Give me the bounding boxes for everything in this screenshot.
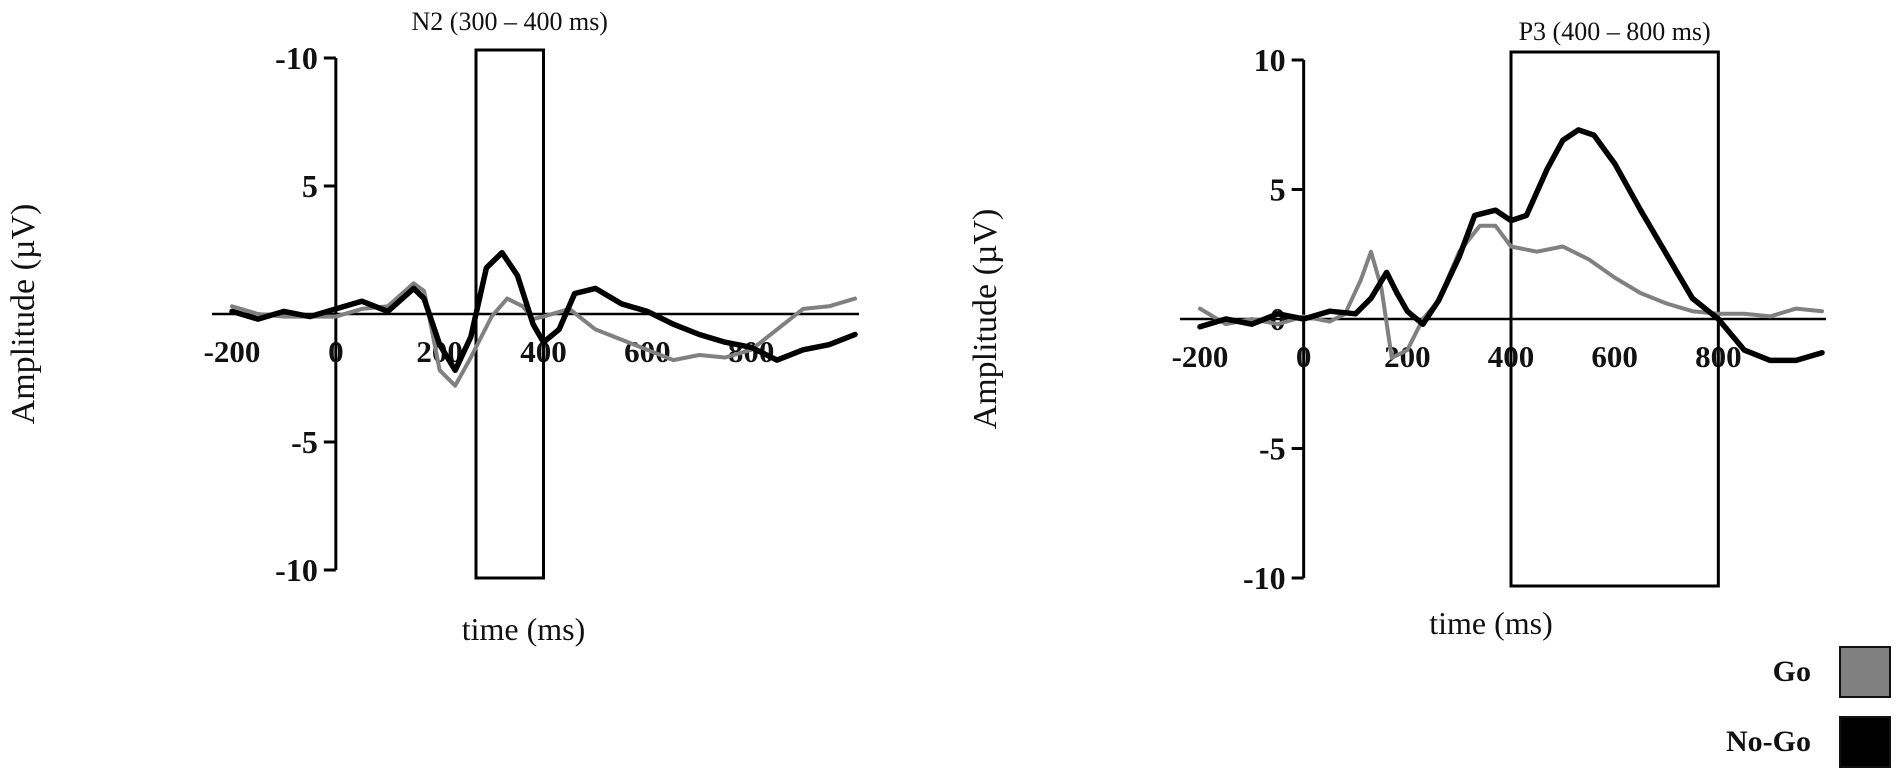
- n2-y-tick-label: 5: [302, 168, 318, 204]
- p3-y-tick-label: -5: [1259, 431, 1286, 467]
- n2-y-tick-label: -5: [291, 424, 318, 460]
- n2-y-tick-label: -10: [275, 552, 318, 588]
- legend-item-go: Go: [1726, 644, 1891, 700]
- p3-window-title: P3 (400 – 800 ms): [1519, 17, 1711, 46]
- legend-label-go: Go: [1772, 655, 1811, 688]
- p3-y-tick-label: 0: [1270, 301, 1286, 337]
- n2-y-axis-label: Amplitude (µV): [5, 204, 42, 425]
- n2-series-nogo-line: [229, 249, 858, 374]
- p3-y-tick-label: -10: [1243, 560, 1286, 596]
- legend: Go No-Go: [1726, 644, 1891, 784]
- n2-window-title: N2 (300 – 400 ms): [412, 7, 608, 36]
- p3-y-tick-label: 10: [1254, 42, 1286, 78]
- legend-label-nogo: No-Go: [1726, 725, 1811, 758]
- legend-swatch-go: [1839, 646, 1891, 698]
- n2-x-tick-label: 0: [328, 334, 344, 369]
- n2-series-go-line: [230, 281, 857, 388]
- n2-x-tick-label: -200: [204, 334, 261, 369]
- p3-x-tick-label: -200: [1172, 339, 1229, 374]
- legend-swatch-nogo: [1839, 716, 1891, 768]
- p3-x-axis-label: time (ms): [1429, 605, 1553, 641]
- n2-y-tick-label: -10: [275, 40, 318, 76]
- p3-series-go-line: [1198, 223, 1824, 360]
- p3-x-tick-label: 600: [1591, 339, 1638, 374]
- p3-x-tick-label: 0: [1296, 339, 1312, 374]
- p3-series-nogo-line: [1197, 127, 1825, 364]
- legend-item-nogo: No-Go: [1726, 714, 1891, 770]
- p3-y-tick-label: 5: [1270, 172, 1286, 208]
- n2-x-axis-label: time (ms): [462, 611, 586, 647]
- p3-y-axis-label: Amplitude (µV): [967, 209, 1004, 430]
